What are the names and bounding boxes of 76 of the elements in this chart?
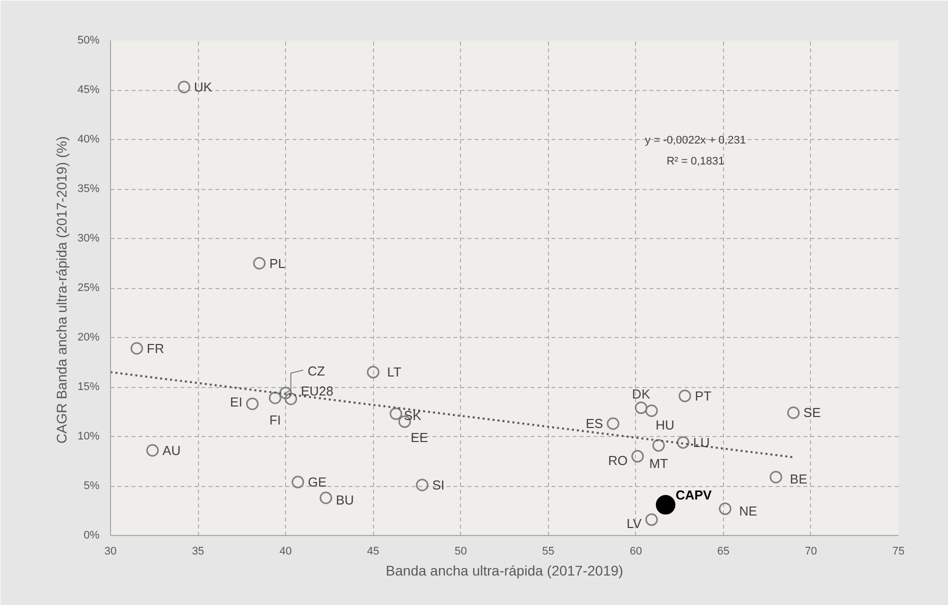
y-tick-label: 10% <box>77 430 100 442</box>
point <box>130 342 144 355</box>
point <box>416 478 428 492</box>
point <box>320 492 332 504</box>
point <box>645 513 658 526</box>
point <box>292 476 304 488</box>
data-label: GE <box>308 474 327 490</box>
data-label: SK <box>404 408 422 424</box>
point <box>390 407 402 420</box>
data-label: EI <box>230 394 242 410</box>
point <box>787 406 800 419</box>
data-label: SI <box>432 478 444 493</box>
y-tick-label: 0% <box>84 530 100 542</box>
data-label: BE <box>790 472 808 487</box>
x-tick-label: 75 <box>892 546 905 558</box>
x-tick-label: 40 <box>279 546 292 558</box>
data-label: NE <box>739 503 758 518</box>
data-label: CZ <box>308 363 325 378</box>
data-label: EU28 <box>300 383 334 398</box>
data-label: PT <box>694 388 712 404</box>
data-label: AU <box>162 442 181 458</box>
x-tick-label: 70 <box>804 546 818 558</box>
data-label: EE <box>410 430 428 446</box>
point <box>631 450 644 463</box>
y-tick-label: 5% <box>84 480 100 492</box>
point <box>268 392 282 404</box>
y-tick-label: 25% <box>77 282 100 294</box>
y-tick-label: 50% <box>77 34 100 46</box>
point <box>279 386 292 400</box>
data-label: FR <box>146 340 164 356</box>
y-tick-label: 30% <box>77 232 100 244</box>
y-tick-label: 20% <box>77 332 100 344</box>
data-label: HU <box>656 417 674 432</box>
x-tick-label: 55 <box>542 546 554 558</box>
point <box>246 398 259 410</box>
y-tick-label: 40% <box>77 134 100 146</box>
point <box>366 366 380 378</box>
x-axis-title: Banda ancha ultra-rápida (2017-2019) <box>386 562 624 578</box>
data-label: LU <box>693 434 710 450</box>
annotation: R² = 0,1831 <box>666 156 724 168</box>
data-label: UK <box>194 80 212 95</box>
data-label: PL <box>269 256 286 271</box>
data-label: LT <box>387 364 402 380</box>
y-tick-label: 15% <box>77 381 100 393</box>
data-label: LV <box>626 516 642 532</box>
point <box>652 439 665 452</box>
x-tick-label: 35 <box>192 546 204 558</box>
x-tick-label: 50 <box>454 546 467 558</box>
x-tick-label: 30 <box>104 546 117 558</box>
point <box>656 495 676 515</box>
x-tick-label: 45 <box>367 546 380 558</box>
y-axis-title: CAGR Banda ancha ultra-rápida (2017-2019) (%) <box>53 136 70 444</box>
data-label: RO <box>608 452 628 468</box>
data-label: BU <box>336 492 354 508</box>
point <box>678 390 692 402</box>
point <box>634 402 648 414</box>
data-label: DK <box>632 386 650 402</box>
y-tick-label: 35% <box>77 183 100 195</box>
point <box>178 80 190 94</box>
data-label: CAPV <box>676 487 712 502</box>
point <box>676 436 690 449</box>
data-label: ES <box>586 416 604 432</box>
x-tick-label: 65 <box>717 546 730 558</box>
point <box>770 470 782 484</box>
annotation: y = -0,0022x + 0,231 <box>645 134 746 146</box>
point <box>606 417 620 430</box>
data-label: MT <box>649 456 668 471</box>
x-tick-label: 60 <box>630 546 642 558</box>
point <box>284 392 298 406</box>
point <box>146 444 159 457</box>
data-label: FI <box>269 412 281 428</box>
point <box>253 257 266 270</box>
data-label: SE <box>803 405 822 420</box>
point <box>718 502 732 516</box>
point <box>645 404 658 417</box>
y-tick-label: 45% <box>77 84 100 96</box>
